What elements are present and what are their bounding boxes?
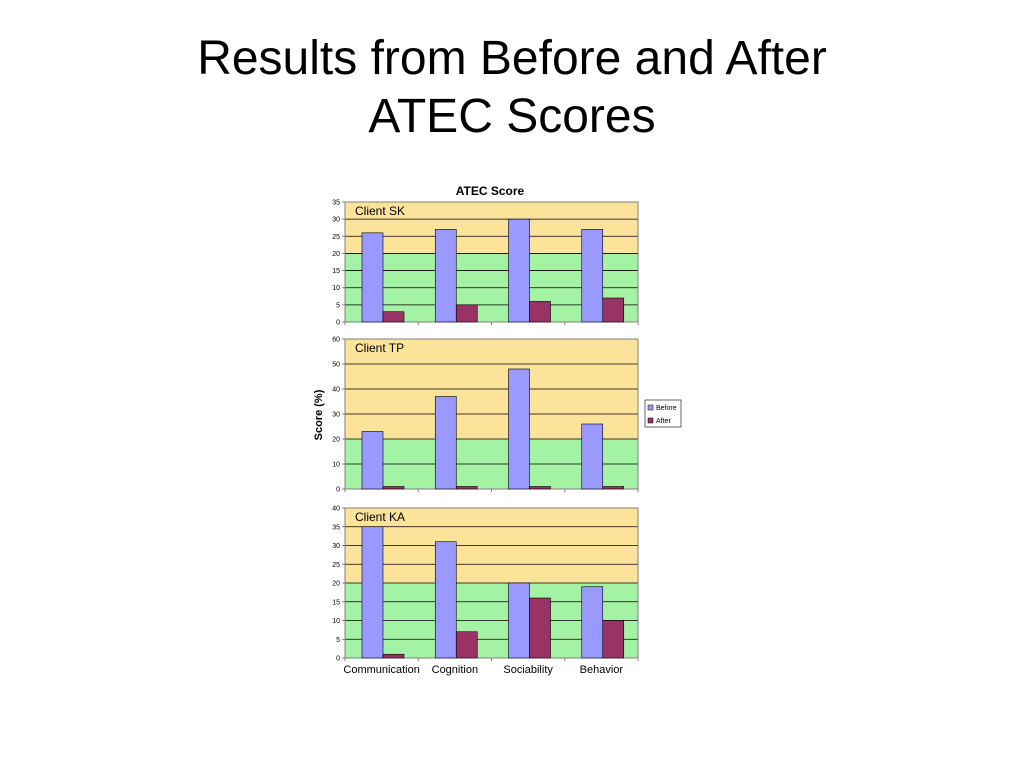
y-tick-label: 50: [332, 362, 340, 369]
bar-after-communication: [382, 311, 405, 323]
panel-label: Client SK: [355, 204, 405, 218]
bar-after-behavior: [602, 620, 625, 659]
y-tick-label: 25: [332, 562, 340, 569]
y-tick-label: 30: [332, 412, 340, 419]
y-tick-label: 30: [332, 217, 340, 224]
legend-swatch-before: [647, 404, 654, 411]
bar-before-communication: [361, 431, 384, 490]
bar-before-sociability: [508, 368, 530, 490]
y-tick-label: 35: [332, 200, 340, 207]
y-tick-label: 10: [332, 462, 340, 469]
y-tick-label: 35: [332, 524, 340, 531]
bar-before-communication: [361, 232, 384, 323]
panel-label: Client TP: [355, 341, 404, 355]
bar-before-behavior: [581, 423, 604, 490]
bar-before-cognition: [434, 229, 457, 323]
chart-panel-1: 0 5 10 15 20 25 30 35 Client SK: [332, 200, 639, 327]
slide-title: Results from Before and After ATEC Score…: [0, 30, 1024, 146]
panel-label: Client KA: [355, 510, 405, 524]
chart-legend: Before After: [644, 399, 682, 428]
chart-panel-3: 0 5 10 15 20 25 30 35 40 Client KA: [332, 506, 639, 663]
x-tick-label: Cognition: [432, 664, 478, 676]
y-tick-label: 0: [336, 656, 340, 663]
bar-after-sociability: [529, 597, 551, 659]
y-tick-label: 5: [336, 637, 340, 644]
bar-after-cognition: [455, 486, 478, 490]
y-tick-label: 30: [332, 543, 340, 550]
bar-after-behavior: [602, 486, 625, 490]
bar-before-behavior: [581, 229, 604, 323]
bar-after-sociability: [529, 486, 551, 490]
bar-before-cognition: [434, 396, 457, 490]
y-tick-label: 20: [332, 437, 340, 444]
y-tick-label: 60: [332, 337, 340, 344]
slide-title-line-1: Results from Before and After: [197, 32, 827, 85]
chart-title: ATEC Score: [456, 184, 525, 198]
legend-swatch-after: [647, 417, 654, 424]
bar-before-sociability: [508, 582, 530, 659]
bar-before-behavior: [581, 586, 604, 659]
y-tick-label: 40: [332, 506, 340, 513]
bar-before-communication: [361, 526, 384, 659]
bar-before-cognition: [434, 541, 457, 659]
y-tick-label: 25: [332, 234, 340, 241]
legend-label-before: Before: [656, 405, 677, 412]
chart-panel-2: 0 10 20 30 40 50 60 Client TP: [332, 337, 639, 494]
y-axis-label: Score (%): [313, 389, 325, 440]
y-tick-label: 0: [336, 320, 340, 327]
y-tick-label: 20: [332, 251, 340, 258]
y-tick-label: 0: [336, 487, 340, 494]
y-tick-label: 10: [332, 618, 340, 625]
bar-after-sociability: [529, 301, 551, 323]
y-tick-label: 15: [332, 268, 340, 275]
y-tick-label: 5: [336, 302, 340, 309]
y-tick-label: 15: [332, 599, 340, 606]
y-tick-label: 40: [332, 387, 340, 394]
bar-after-cognition: [455, 304, 478, 323]
x-tick-label: Behavior: [580, 664, 624, 676]
bar-after-communication: [382, 486, 405, 490]
x-tick-label: Sociability: [503, 664, 553, 676]
bar-after-behavior: [602, 297, 625, 323]
bar-before-sociability: [508, 218, 530, 323]
x-tick-label: Communication: [343, 664, 419, 676]
legend-label-after: After: [656, 418, 671, 425]
y-tick-label: 20: [332, 581, 340, 588]
bar-after-communication: [382, 653, 405, 659]
slide-title-line-2: ATEC Scores: [368, 90, 656, 143]
y-tick-label: 10: [332, 285, 340, 292]
bar-after-cognition: [455, 631, 478, 659]
